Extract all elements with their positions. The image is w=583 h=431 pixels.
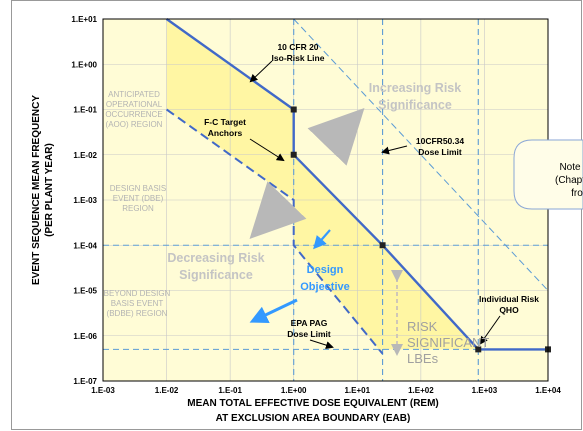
- y-tick-label: 1.E-04: [73, 241, 97, 250]
- risk-lbe-line-2: SIGNIFICANT: [407, 335, 489, 350]
- aoo-region-label: ANTICIPATED OPERATIONAL OCCURRENCE (AOO)…: [105, 90, 162, 129]
- aoo-label-line-1: ANTICIPATED: [108, 90, 160, 99]
- y-tick-label: 1.E+01: [71, 15, 97, 24]
- side-note-box: [513, 139, 583, 210]
- x-tick-label: 1.E-03: [91, 386, 115, 395]
- epa-pag-line-1: EPA PAG: [291, 318, 328, 328]
- bdbe-label-line-1: BEYOND DESIGN: [104, 289, 171, 298]
- y-tick-label: 1.E-05: [73, 287, 97, 296]
- dbe-label-line-2: EVENT (DBE): [113, 194, 164, 203]
- aoo-label-line-4: (AOO) REGION: [106, 120, 163, 129]
- fc-target-label-line-2: Anchors: [208, 128, 243, 138]
- increasing-risk-annotation: Increasing Risk Significance: [369, 81, 461, 112]
- aoo-label-line-2: OPERATIONAL: [106, 100, 163, 109]
- dose-limit-5034-line-2: Dose Limit: [418, 147, 462, 157]
- anchor-point-marker: [379, 242, 386, 249]
- x-tick-label: 1.E+02: [408, 386, 434, 395]
- epa-pag-line-2: Dose Limit: [287, 329, 331, 339]
- page-border: [11, 0, 582, 430]
- increasing-risk-line-1: Increasing Risk: [369, 81, 461, 95]
- iso-risk-pointer-arrow: [249, 60, 273, 83]
- y-tick-label: 1.E-02: [73, 151, 97, 160]
- design-objective-arrow-lower: [249, 298, 298, 323]
- risk-lbe-line-1: RISK: [407, 319, 438, 334]
- anchor-point-marker: [475, 346, 482, 353]
- design-objective-line-2: Objective: [300, 281, 350, 293]
- dbe-label-line-1: DESIGN BASIS: [110, 184, 166, 193]
- x-axis-title-line-1: MEAN TOTAL EFFECTIVE DOSE EQUIVALENT (RE…: [187, 398, 439, 409]
- individual-qho-line-1: Individual Risk: [479, 294, 539, 304]
- dose-limit-5034-line-1: 10CFR50.34: [416, 136, 464, 146]
- series-line-2: [293, 18, 549, 291]
- x-tick-label: 1.E-02: [155, 386, 179, 395]
- y-tick-labels: 1.E+01 1.E+00 1.E-01 1.E-02 1.E-03 1.E-04 1.E-…: [71, 15, 97, 386]
- dbe-region-label: DESIGN BASIS EVENT (DBE) REGION: [110, 184, 166, 213]
- arrows: [249, 60, 501, 356]
- epa-pag-annotation: EPA PAG Dose Limit: [287, 318, 331, 339]
- y-tick-label: 1.E-01: [73, 106, 97, 115]
- x-axis-title-line-2: AT EXCLUSION AREA BOUNDARY (EAB): [216, 413, 411, 424]
- anchor-point-marker: [290, 151, 297, 158]
- qho-pointer-arrow: [479, 315, 501, 345]
- individual-qho-annotation: Individual Risk QHO: [479, 294, 539, 315]
- y-axis-title-line-1: EVENT SEQUENCE MEAN FREQUENCY: [31, 95, 42, 285]
- dose-limit-pointer-arrow: [381, 145, 408, 155]
- series-line-1: [166, 108, 384, 355]
- risk-lbe-line-3: LBEs: [407, 351, 439, 366]
- series-lines: [165, 18, 549, 355]
- y-tick-label: 1.E+00: [71, 60, 97, 69]
- y-tick-label: 1.E-07: [73, 377, 97, 386]
- bdbe-label-line-3: (BDBE) REGION: [107, 309, 168, 318]
- side-note-line-1: Note: [559, 162, 581, 173]
- decreasing-risk-line-2: Significance: [179, 268, 253, 282]
- y-tick-label: 1.E-06: [73, 332, 97, 341]
- fc-target-label-line-1: F-C Target: [204, 117, 246, 127]
- dbe-label-line-3: REGION: [122, 204, 154, 213]
- x-tick-label: 1.E+04: [535, 386, 561, 395]
- iso-risk-label-line-1: 10 CFR 20: [277, 42, 318, 52]
- bdbe-region-label: BEYOND DESIGN BASIS EVENT (BDBE) REGION: [104, 289, 171, 318]
- fc-target-pointer-arrow: [249, 138, 285, 162]
- anchor-point-marker: [290, 106, 297, 113]
- side-note-callout: Note (Chapt fro: [513, 139, 583, 210]
- fc-target-annotation: F-C Target Anchors: [204, 117, 246, 138]
- side-note-line-2: (Chapt: [555, 175, 583, 186]
- increasing-risk-arrow: [307, 108, 365, 166]
- y-axis-title-line-2: (PER PLANT YEAR): [44, 143, 55, 237]
- iso-risk-annotation: 10 CFR 20 Iso-Risk Line: [272, 42, 325, 63]
- risk-significant-lbes-annotation: RISK SIGNIFICANT LBEs: [407, 319, 489, 366]
- x-tick-label: 1.E+01: [344, 386, 370, 395]
- x-tick-labels: 1.E-03 1.E-02 1.E-01 1.E+00 1.E+01 1.E+02 1.E+…: [91, 386, 561, 395]
- decreasing-risk-line-1: Decreasing Risk: [167, 251, 264, 265]
- dose-limit-5034-annotation: 10CFR50.34 Dose Limit: [416, 136, 464, 157]
- iso-risk-label-line-2: Iso-Risk Line: [272, 53, 325, 63]
- design-objective-annotation: Design Objective: [300, 264, 350, 293]
- design-objective-arrow-upper: [313, 229, 331, 250]
- increasing-risk-line-2: Significance: [378, 98, 452, 112]
- aoo-label-line-3: OCCURRENCE: [105, 110, 162, 119]
- decreasing-risk-arrow: [249, 181, 307, 239]
- design-objective-line-1: Design: [307, 264, 344, 276]
- decreasing-risk-annotation: Decreasing Risk Significance: [167, 251, 264, 282]
- side-note-line-3: fro: [571, 188, 583, 199]
- x-tick-label: 1.E+03: [472, 386, 498, 395]
- x-tick-label: 1.E-01: [218, 386, 242, 395]
- epa-pag-pointer-arrow: [309, 339, 334, 349]
- series-line-0: [165, 18, 548, 351]
- y-tick-label: 1.E-03: [73, 196, 97, 205]
- bdbe-label-line-2: BASIS EVENT: [111, 299, 164, 308]
- individual-qho-line-2: QHO: [499, 305, 519, 315]
- x-tick-label: 1.E+00: [281, 386, 307, 395]
